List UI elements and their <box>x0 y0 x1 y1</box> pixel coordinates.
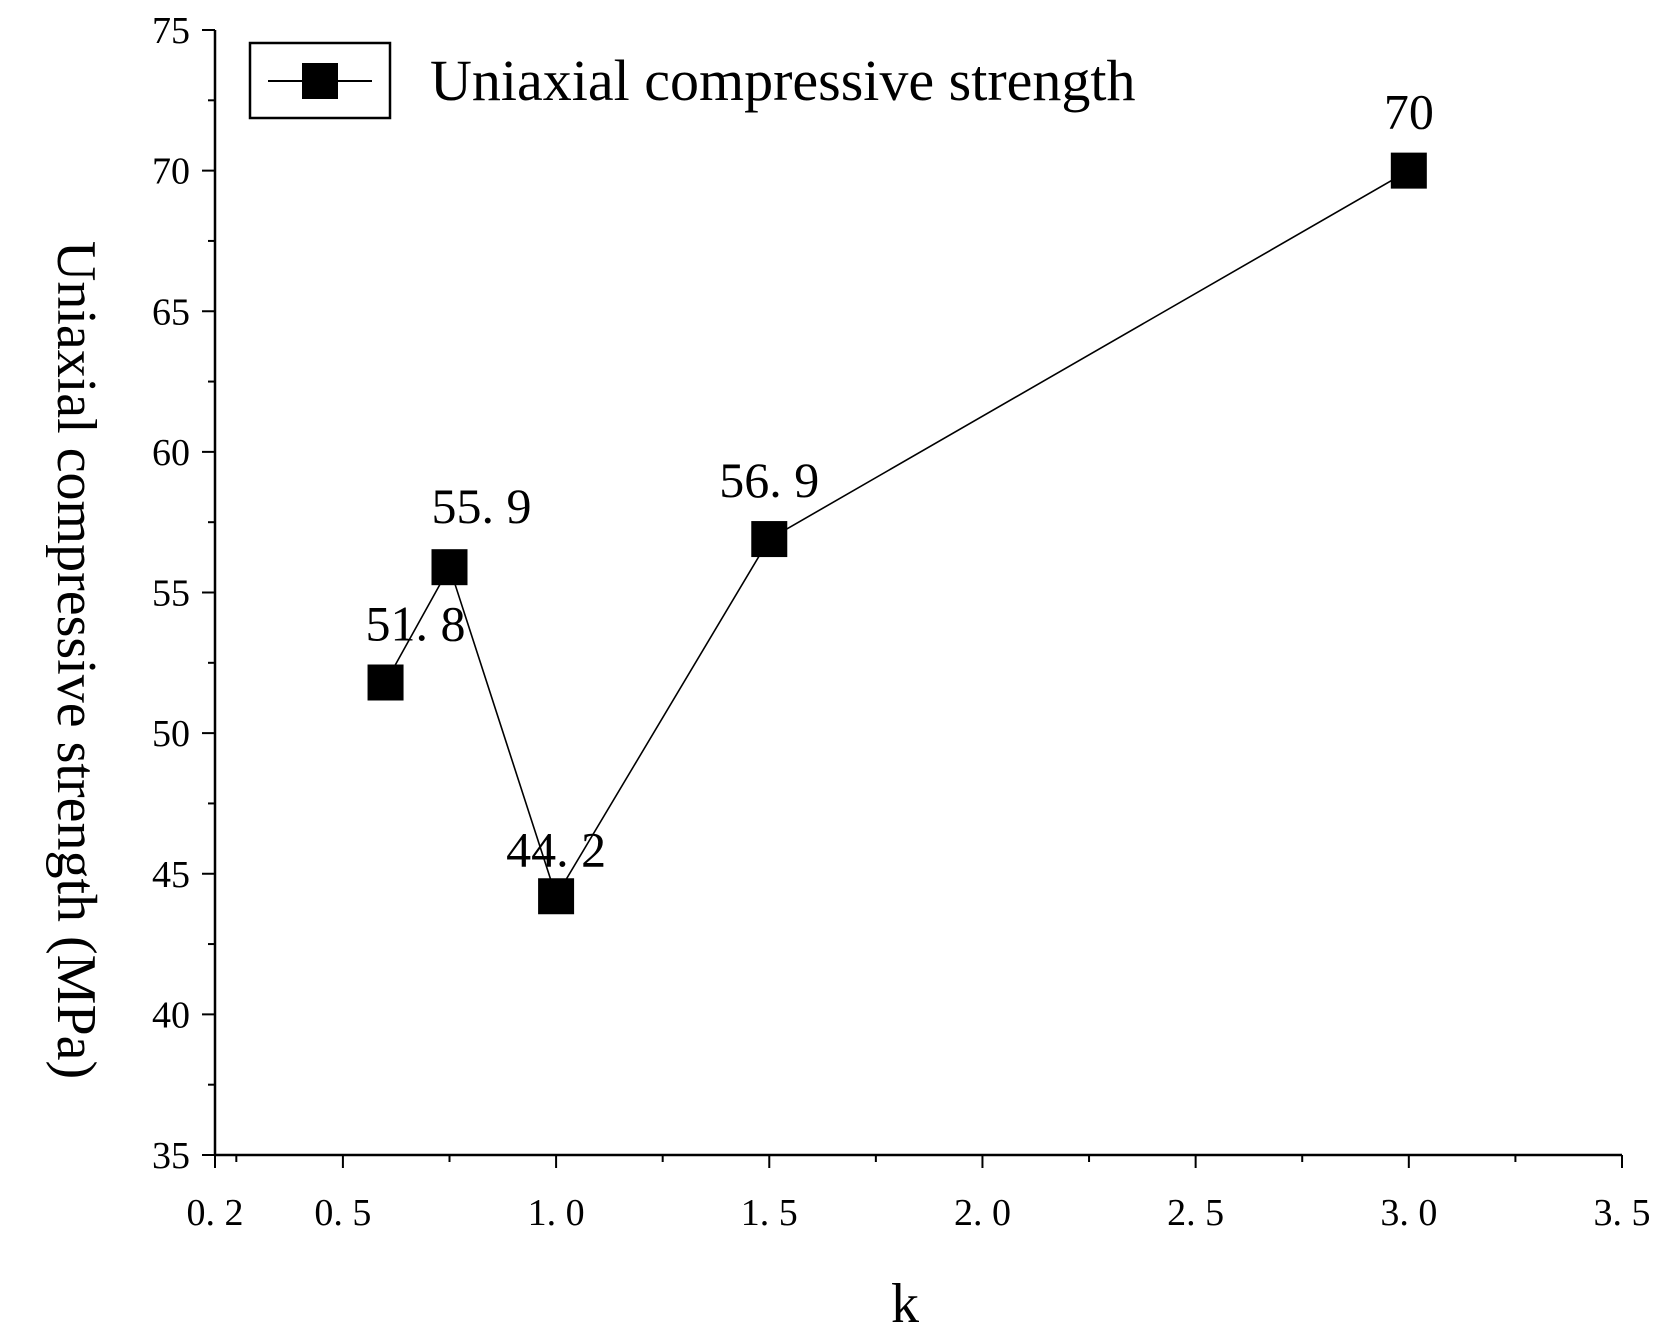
x-tick-label: 1. 0 <box>528 1192 585 1234</box>
data-point <box>538 878 575 915</box>
data-label: 55. 9 <box>432 478 532 534</box>
x-axis-title: k <box>891 1273 919 1335</box>
y-tick-label: 55 <box>152 573 190 615</box>
data-labels-layer: 51. 8 55. 9 44. 2 56. 9 70 <box>366 84 1434 878</box>
y-tick-label: 50 <box>152 713 190 755</box>
data-label: 70 <box>1384 84 1434 140</box>
series-line <box>384 169 1410 899</box>
x-tick-label: 0. 2 <box>187 1192 244 1234</box>
data-point <box>751 521 788 558</box>
y-axis-title: Uniaxial compressive strength (MPa) <box>45 241 107 1079</box>
x-tick-label: 3. 0 <box>1380 1192 1437 1234</box>
y-tick-label: 65 <box>152 291 190 333</box>
legend: Uniaxial compressive strength <box>248 41 1136 120</box>
y-tick-label: 60 <box>152 432 190 474</box>
x-tick-label: 2. 5 <box>1167 1192 1224 1234</box>
y-tick-label: 35 <box>152 1135 190 1177</box>
legend-marker-swatch <box>302 63 338 99</box>
data-point <box>367 664 404 701</box>
y-tick-label: 70 <box>152 151 190 193</box>
x-tick-label: 2. 0 <box>954 1192 1011 1234</box>
y-tick-label: 40 <box>152 994 190 1036</box>
x-tick-label: 3. 5 <box>1594 1192 1651 1234</box>
data-label: 51. 8 <box>366 596 466 652</box>
data-point <box>431 549 468 586</box>
series-layer <box>367 152 1427 915</box>
y-tick-label: 75 <box>152 10 190 52</box>
data-point <box>1390 152 1427 189</box>
x-tick-label: 1. 5 <box>741 1192 798 1234</box>
y-tick-label: 45 <box>152 854 190 896</box>
x-tick-label: 0. 5 <box>314 1192 371 1234</box>
legend-label: Uniaxial compressive strength <box>430 48 1136 113</box>
data-label: 56. 9 <box>719 452 819 508</box>
axes: 35 40 45 50 55 60 65 70 75 0. 2 0. 5 1. 0 1. 5 2. 0 2.… <box>152 10 1651 1234</box>
data-label: 44. 2 <box>506 821 606 877</box>
